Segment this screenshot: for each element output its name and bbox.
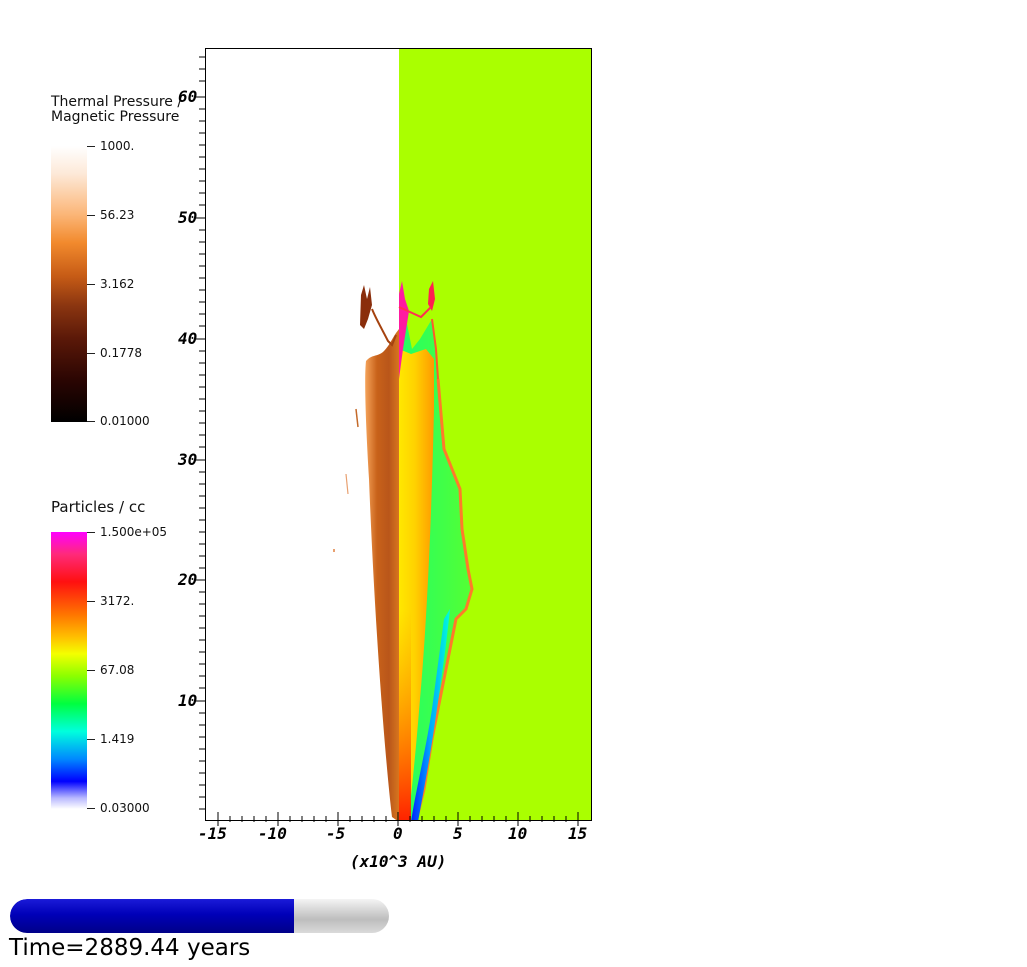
pressure-tick <box>87 284 95 285</box>
simulation-field <box>333 49 591 820</box>
pressure-label: 0.01000 <box>100 414 150 428</box>
pressure-tick <box>87 353 95 354</box>
density-label: 0.03000 <box>100 801 150 815</box>
jet-blue-shear-layer <box>411 609 450 820</box>
x-tick-label: 15 <box>568 824 588 843</box>
x-tick-label: 0 <box>393 824 403 843</box>
x-tick-label: 10 <box>508 824 528 843</box>
y-tick-label: 50 <box>178 208 198 227</box>
density-label: 67.08 <box>100 663 135 677</box>
y-axis-ticks <box>195 56 205 810</box>
y-tick-label: 30 <box>178 450 198 469</box>
pressure-colorbar <box>51 146 87 422</box>
pressure-tick <box>87 146 95 147</box>
pressure-label: 1000. <box>100 139 135 153</box>
density-colorbar-title: Particles / cc <box>51 498 146 516</box>
jet-pressure-region <box>365 329 399 820</box>
x-tick-label: -5 <box>326 824 346 843</box>
x-tick-label: 5 <box>453 824 463 843</box>
y-tick-label: 10 <box>178 691 198 710</box>
density-colorbar <box>51 532 87 809</box>
pressure-tick <box>87 421 95 422</box>
density-tick <box>87 532 95 533</box>
pressure-colorbar-title-line2: Magnetic Pressure <box>51 109 180 125</box>
x-tick-label: -10 <box>258 824 287 843</box>
density-tick <box>87 670 95 671</box>
density-tick <box>87 601 95 602</box>
density-label: 3172. <box>100 594 135 608</box>
y-tick-label: 40 <box>178 329 198 348</box>
pressure-label: 3.162 <box>100 277 135 291</box>
x-axis-ticks <box>217 812 579 826</box>
y-tick-label: 60 <box>178 87 198 106</box>
simulation-plot <box>205 48 592 821</box>
pressure-tick <box>87 215 95 216</box>
pressure-colorbar-title-line1: Thermal Pressure / <box>51 94 183 110</box>
y-tick-label: 20 <box>178 570 198 589</box>
pressure-label: 0.1778 <box>100 346 142 360</box>
density-label: 1.500e+05 <box>100 525 168 539</box>
x-tick-label: -15 <box>198 824 227 843</box>
pressure-label: 56.23 <box>100 208 135 222</box>
density-tick <box>87 739 95 740</box>
density-tick <box>87 808 95 809</box>
density-label: 1.419 <box>100 732 135 746</box>
x-axis-title: (x10^3 AU) <box>350 852 447 871</box>
time-label: Time=2889.44 years <box>9 935 251 961</box>
time-progress-fill <box>10 899 295 933</box>
time-progress-bar <box>10 899 389 933</box>
